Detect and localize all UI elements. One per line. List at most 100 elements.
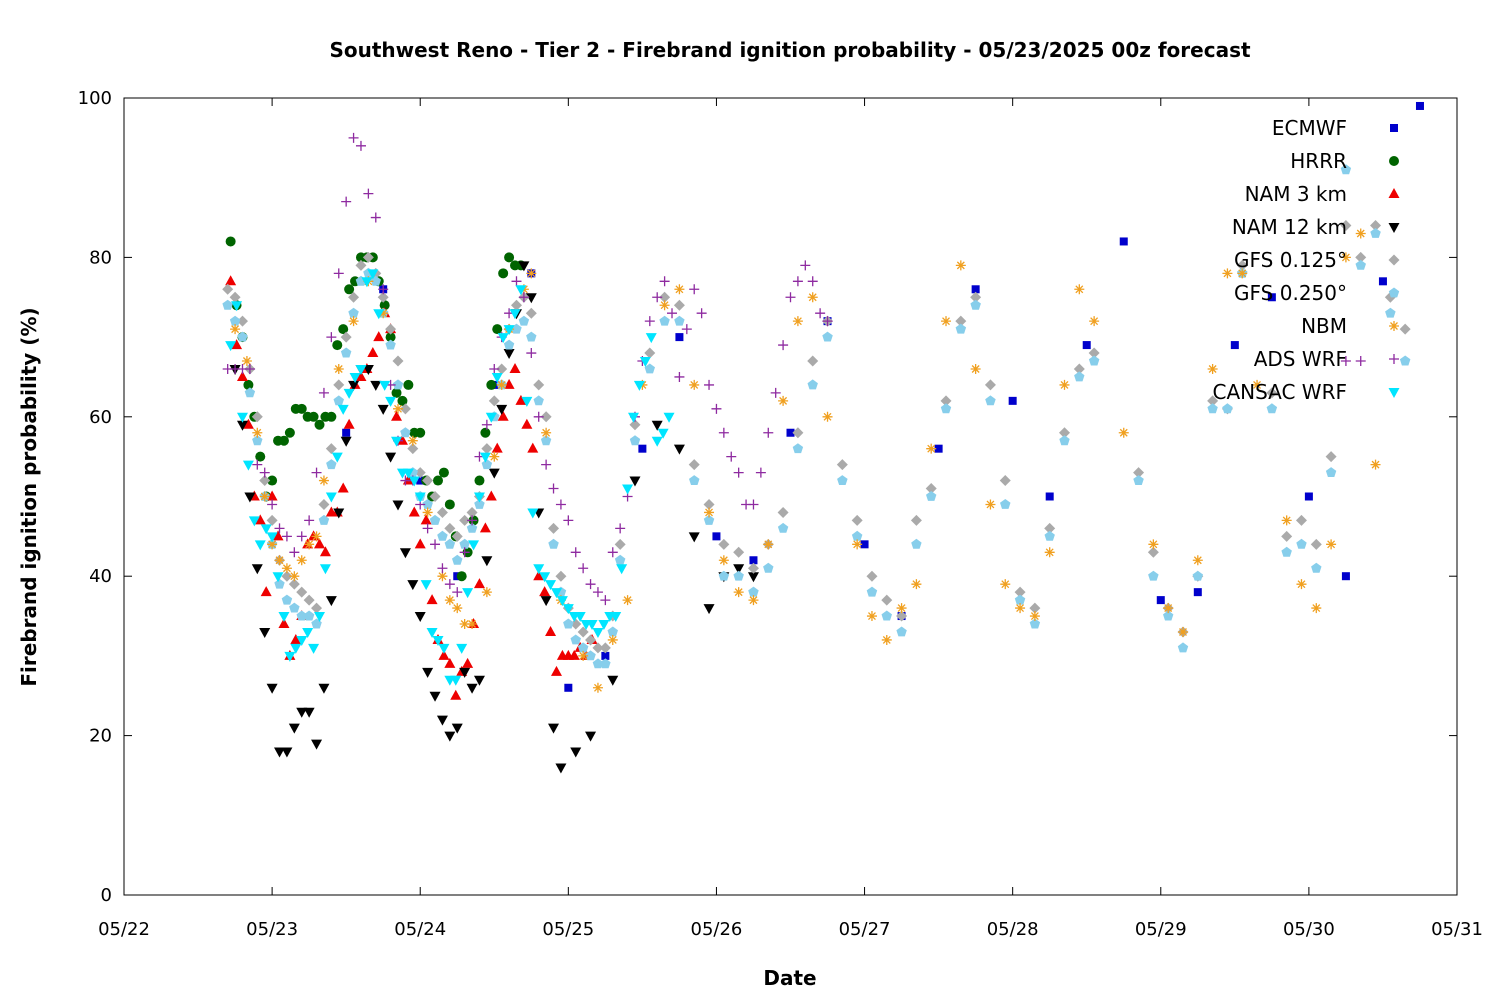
data-point: [272, 572, 284, 583]
data-point: [778, 340, 789, 351]
data-point: [533, 570, 545, 581]
data-point: [318, 514, 330, 525]
data-point: [1355, 251, 1367, 263]
data-point: [763, 427, 774, 438]
data-point: [1059, 427, 1071, 439]
data-point: [822, 316, 833, 327]
data-point: [318, 498, 330, 510]
data-point: [1281, 515, 1292, 526]
data-point: [225, 236, 236, 247]
data-point: [237, 331, 248, 342]
data-point: [429, 514, 441, 525]
data-point: [748, 595, 759, 606]
data-point: [1266, 387, 1278, 399]
data-point: [340, 436, 352, 447]
data-point: [338, 324, 349, 335]
data-point: [296, 707, 308, 718]
data-point: [785, 292, 796, 303]
data-point: [452, 603, 463, 614]
data-point: [533, 411, 544, 422]
data-point: [852, 539, 863, 550]
data-point: [281, 531, 292, 542]
data-point: [479, 452, 491, 463]
data-point: [392, 500, 404, 511]
data-point: [225, 341, 237, 352]
data-point: [703, 604, 715, 615]
data-point: [244, 387, 256, 398]
data-point: [236, 412, 248, 423]
data-point: [344, 284, 355, 295]
data-point: [533, 564, 545, 575]
data-point: [385, 332, 396, 343]
data-point: [564, 683, 573, 692]
legend-marker: [1389, 156, 1399, 166]
data-point: [267, 539, 278, 550]
data-point: [681, 324, 692, 335]
data-point: [231, 301, 243, 312]
data-point: [548, 538, 559, 549]
data-point: [747, 562, 759, 574]
legend-label: NAM 3 km: [1245, 182, 1347, 206]
data-point: [355, 259, 367, 271]
data-point: [491, 372, 503, 383]
data-point: [548, 723, 560, 734]
data-point: [1008, 396, 1017, 405]
data-point: [570, 547, 581, 558]
data-point: [1000, 499, 1011, 509]
data-point: [1192, 555, 1203, 566]
legend-marker: [1390, 124, 1398, 132]
data-point: [1310, 538, 1322, 550]
data-point: [1148, 570, 1159, 581]
data-point: [422, 475, 434, 487]
data-point: [436, 715, 448, 726]
plot-area: [123, 97, 1458, 896]
data-point: [278, 612, 290, 623]
data-point: [355, 364, 367, 375]
data-point: [340, 331, 352, 343]
data-point: [302, 627, 314, 638]
x-axis-title: Date: [763, 966, 816, 990]
data-point: [496, 379, 507, 390]
data-point: [377, 291, 389, 303]
data-point: [426, 627, 438, 638]
data-point: [281, 594, 293, 605]
data-point: [326, 411, 337, 422]
data-point: [432, 635, 444, 646]
data-point: [578, 563, 589, 574]
data-point: [598, 620, 610, 631]
data-point: [659, 315, 670, 326]
data-point: [1378, 277, 1387, 286]
data-point: [1014, 586, 1026, 598]
data-point: [733, 546, 745, 558]
legend-marker: [1388, 188, 1400, 198]
data-point: [570, 747, 582, 758]
data-point: [910, 514, 922, 526]
data-point: [1147, 546, 1159, 558]
data-point: [585, 579, 596, 590]
data-point: [420, 514, 432, 525]
series-cansac-wrf: [225, 269, 675, 686]
data-point: [333, 268, 344, 279]
legend-entry-ecmwf: ECMWF: [1272, 116, 1398, 140]
data-point: [385, 452, 397, 463]
data-point: [778, 395, 789, 406]
data-point: [718, 538, 730, 550]
data-point: [480, 427, 491, 438]
data-point: [459, 619, 470, 630]
x-tick-label: 05/25: [542, 919, 594, 940]
data-point: [1325, 451, 1337, 463]
data-point: [1156, 596, 1165, 605]
data-point: [432, 475, 443, 486]
data-point: [244, 492, 256, 503]
axis-ticks: 05/22 05/23 05/24 05/25 05/26 05/27 05/28 05/29…: [78, 88, 1483, 940]
data-point: [452, 554, 463, 565]
data-point: [689, 379, 700, 390]
data-point: [348, 307, 359, 318]
data-point: [629, 419, 641, 431]
data-point: [1222, 403, 1233, 414]
data-point: [289, 547, 300, 558]
legend-marker: [1389, 321, 1399, 331]
data-point: [1045, 492, 1054, 501]
data-point: [408, 506, 420, 517]
